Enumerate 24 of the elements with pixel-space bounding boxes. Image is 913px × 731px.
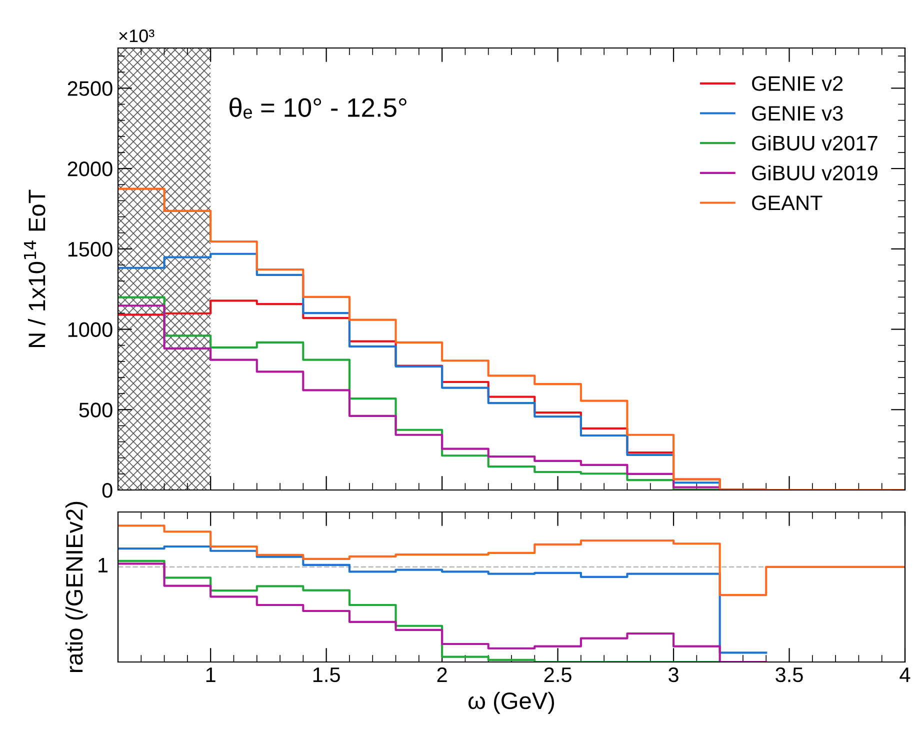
x-axis-title: ω (GeV) <box>468 692 554 714</box>
y-tick-label: 0 <box>102 483 112 498</box>
y-tick-label: 500 <box>79 402 112 418</box>
y-axis-title: ratio (/GENIEv2) <box>65 502 88 672</box>
y-tick-label: 2500 <box>68 81 112 96</box>
y-tick-label: 1500 <box>68 242 112 257</box>
x-tick-label: 3 <box>668 667 678 682</box>
x-tick-label: 2.5 <box>544 667 572 682</box>
legend-label: GiBUU v2017 <box>752 135 878 151</box>
x-tick-label: 2 <box>437 667 447 682</box>
legend-label: GENIE v3 <box>752 106 843 121</box>
text: ×10³ <box>119 29 154 42</box>
x-tick-label: 4 <box>900 668 910 682</box>
legend-label: GENIE v2 <box>752 76 843 91</box>
y-axis-title: N / 1x10$^{14}$ EoT <box>24 190 46 347</box>
x-tick-label: 1 <box>206 668 216 682</box>
y-tick-label: 1000 <box>68 322 112 338</box>
x-tick-label: 3.5 <box>776 667 803 682</box>
legend-label: GiBUU v2019 <box>752 165 878 180</box>
annotation: θₑ = 10° - 12.5° <box>230 98 406 119</box>
y-tick-label: 2000 <box>68 162 112 176</box>
x-tick-label: 1.5 <box>313 668 340 682</box>
legend-label: GEANT <box>752 195 822 210</box>
ref-line-label: 1 <box>98 558 108 572</box>
